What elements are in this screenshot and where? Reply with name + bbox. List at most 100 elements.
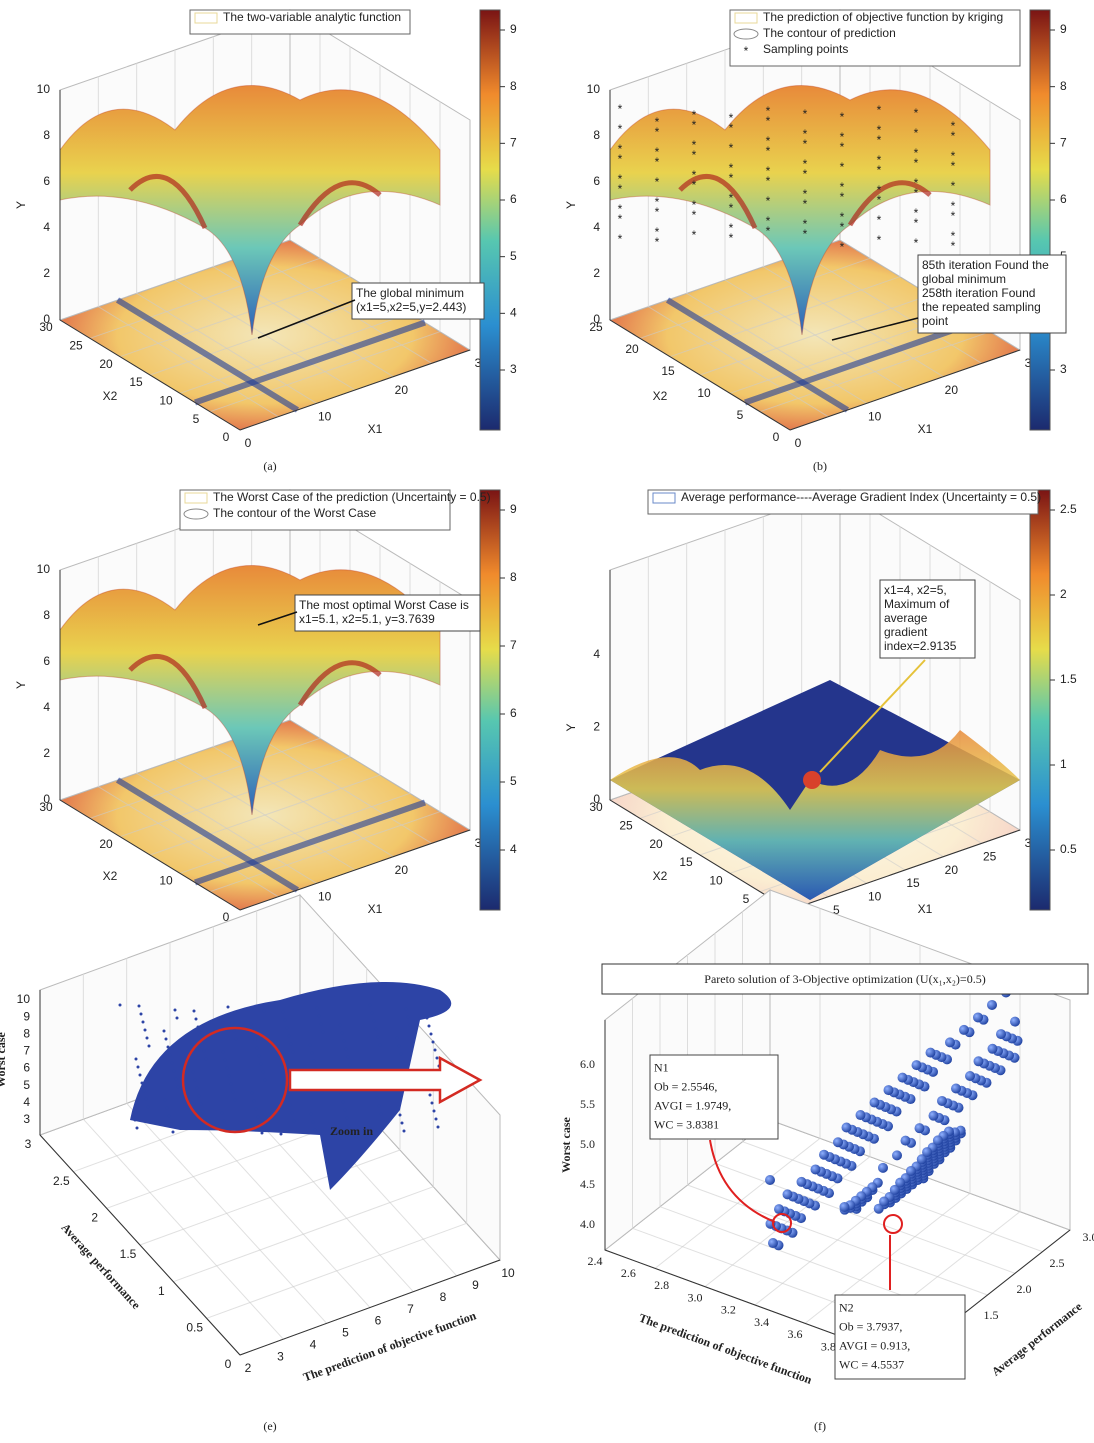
point <box>142 1021 145 1024</box>
y-tick-label: 2 <box>43 746 50 760</box>
point <box>819 1150 829 1160</box>
annotation-text: gradient <box>884 625 928 639</box>
point <box>783 1189 793 1199</box>
x1-ticks-label: 10 <box>868 410 882 424</box>
point <box>223 1120 226 1123</box>
point <box>261 1132 264 1135</box>
point <box>901 1136 911 1146</box>
legend-label: The prediction of objective function by … <box>763 10 1003 24</box>
sample-mark: * <box>877 153 882 167</box>
point <box>195 1018 198 1021</box>
point <box>915 1123 925 1133</box>
colorbar <box>1030 10 1050 430</box>
x2-ticks-label: 25 <box>619 819 633 833</box>
point <box>260 1063 263 1066</box>
x2-axis-title: X2 <box>103 869 118 883</box>
point <box>405 1008 408 1011</box>
n2-text: N2 <box>839 1300 854 1314</box>
sample-mark: * <box>803 107 808 121</box>
colorbar-tick-label: 7 <box>1060 136 1067 150</box>
sample-mark: * <box>914 236 919 250</box>
sample-mark: * <box>729 141 734 155</box>
sample-mark: * <box>766 164 771 178</box>
colorbar-tick-label: 6 <box>510 706 517 720</box>
point <box>173 1070 176 1073</box>
point <box>222 1051 225 1054</box>
legend-label: Sampling points <box>763 42 848 56</box>
x1-axis-title: Average performance <box>989 1299 1085 1379</box>
sample-mark: * <box>692 228 697 242</box>
point <box>226 1067 229 1070</box>
point <box>933 1135 943 1145</box>
x2-ticks-label: 2.5 <box>53 1174 70 1188</box>
point <box>398 1045 401 1048</box>
sample-mark: * <box>840 130 845 144</box>
point <box>343 1040 346 1043</box>
point <box>373 1020 376 1023</box>
colorbar-tick-label: 1.5 <box>1060 672 1077 686</box>
point <box>959 1025 969 1035</box>
annotation-text: global minimum <box>922 272 1006 286</box>
point <box>200 1103 203 1106</box>
x1-ticks-label: 20 <box>945 383 959 397</box>
point <box>177 1086 180 1089</box>
point <box>253 1100 256 1103</box>
point <box>119 1004 122 1007</box>
point <box>407 1016 410 1019</box>
point <box>320 1023 323 1026</box>
sample-mark: * <box>655 145 660 159</box>
colorbar-tick-label: 9 <box>1060 22 1067 36</box>
sample-mark: * <box>877 183 882 197</box>
point <box>280 1133 283 1136</box>
x1-ticks-label: 20 <box>945 863 959 877</box>
sample-mark: * <box>951 199 956 213</box>
annotation-text: 85th iteration Found the <box>922 258 1049 272</box>
y-tick-label: 4 <box>43 220 50 234</box>
colorbar-tick-label: 3 <box>510 362 517 376</box>
sample-mark: * <box>692 168 697 182</box>
point <box>235 1038 238 1041</box>
point <box>167 1046 170 1049</box>
annotation-text: point <box>922 314 949 328</box>
point <box>922 1147 932 1157</box>
point <box>431 1102 434 1105</box>
point <box>250 1023 253 1026</box>
x2-ticks-label: 30 <box>39 320 53 334</box>
sample-mark: * <box>655 195 660 209</box>
point <box>194 1079 197 1082</box>
y-tick-label: 10 <box>17 992 31 1006</box>
annotation-text: The most optimal Worst Case is <box>299 598 469 612</box>
n1-text: Ob = 2.5546, <box>654 1079 717 1093</box>
y-tick-label: 10 <box>37 82 51 96</box>
annotation-text: the repeated sampling <box>922 300 1041 314</box>
point <box>137 1066 140 1069</box>
sample-mark: * <box>840 210 845 224</box>
sample-mark: * <box>692 198 697 212</box>
point <box>264 1079 267 1082</box>
x2-axis-title: X2 <box>103 389 118 403</box>
point <box>368 1065 371 1068</box>
x1-ticks-label: 25 <box>983 850 997 864</box>
point <box>346 1117 349 1120</box>
x1-ticks-label: 10 <box>318 890 332 904</box>
point <box>293 1120 296 1123</box>
point <box>168 1115 171 1118</box>
x2-ticks-label: 1.5 <box>120 1247 137 1261</box>
point <box>965 1071 975 1081</box>
point <box>379 1044 382 1047</box>
legend-marker <box>735 13 757 23</box>
point <box>435 1118 438 1121</box>
point <box>258 1055 261 1058</box>
point <box>163 1030 166 1033</box>
x2-ticks-label: 0 <box>223 430 230 444</box>
sample-mark: * <box>729 221 734 235</box>
sample-mark: * <box>840 180 845 194</box>
x2-ticks-label: 25 <box>69 339 83 353</box>
point <box>884 1085 894 1095</box>
sample-mark: * <box>803 217 808 231</box>
point <box>192 1071 195 1074</box>
x2-ticks-label: 15 <box>129 375 143 389</box>
y-tick-label: 4 <box>23 1095 30 1109</box>
y-tick-label: 3 <box>23 1112 30 1126</box>
point <box>378 1105 381 1108</box>
